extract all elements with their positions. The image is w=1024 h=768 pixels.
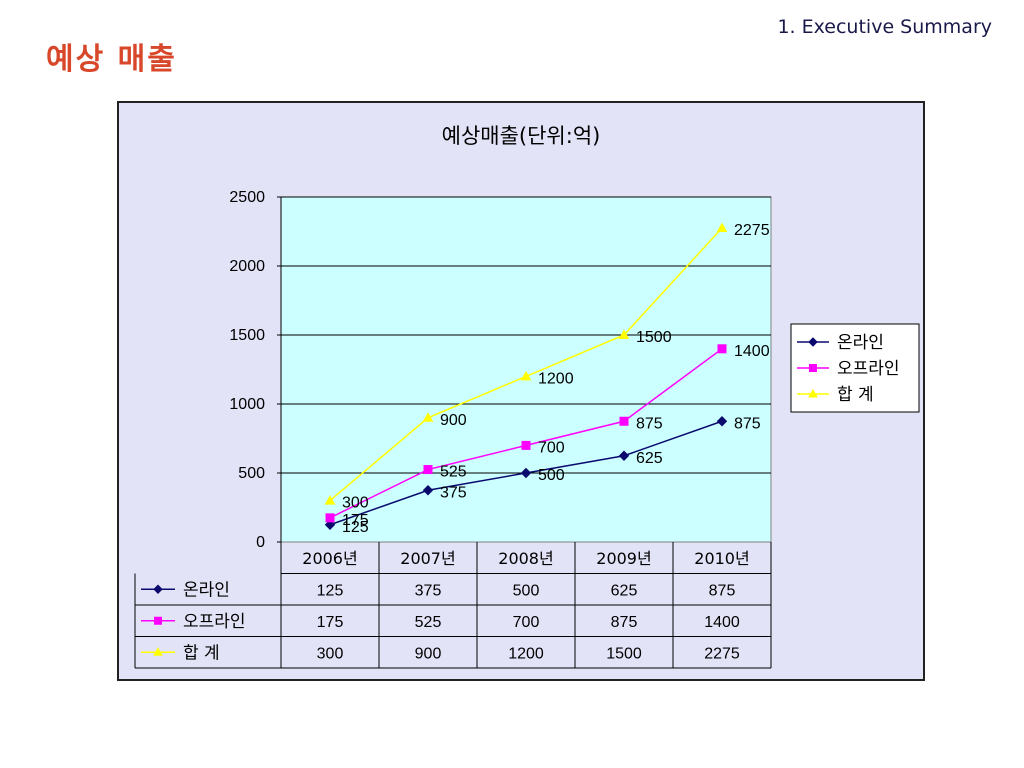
- table-series-name: 합 계: [183, 643, 220, 663]
- table-series-name: 온라인: [183, 580, 230, 600]
- data-label: 1200: [538, 370, 574, 387]
- table-cell: 700: [513, 614, 540, 631]
- y-tick-label: 1000: [229, 396, 265, 413]
- table-legend-marker: [153, 584, 163, 594]
- data-label: 1500: [636, 329, 672, 346]
- table-cell: 900: [415, 645, 442, 662]
- table-legend-marker: [153, 647, 163, 656]
- legend-label: 합 계: [837, 385, 874, 405]
- data-point: [520, 467, 532, 479]
- table-cell: 375: [415, 582, 442, 599]
- data-point: [618, 329, 630, 339]
- data-point: [324, 519, 336, 530]
- data-label: 525: [440, 464, 467, 481]
- data-point: [520, 370, 532, 381]
- x-tick-label: 2006년: [302, 549, 357, 568]
- y-tick-label: 1500: [229, 327, 265, 344]
- section-label: 1. Executive Summary: [777, 16, 992, 38]
- data-point: [618, 450, 630, 461]
- legend-label: 온라인: [837, 333, 884, 353]
- y-tick-label: 500: [238, 465, 265, 482]
- plot-area: [280, 196, 772, 543]
- chart-frame: 예상매출(단위:억) 0 500 1000 1500 2000 2500 125 375 500 6…: [117, 101, 925, 681]
- data-label: 125: [342, 519, 369, 536]
- table-cell: 300: [317, 645, 344, 662]
- data-point: [716, 416, 728, 427]
- line-chart: 예상매출(단위:억) 0 500 1000 1500 2000 2500 125 375 500 6…: [134, 124, 920, 669]
- table-cell: 525: [415, 614, 442, 631]
- data-label: 875: [734, 415, 761, 432]
- table-cell: 1400: [704, 614, 740, 631]
- y-tick-label: 0: [256, 534, 265, 551]
- legend-marker: [808, 388, 818, 398]
- table-cell: 875: [611, 614, 638, 631]
- table-cell: 1200: [508, 645, 544, 662]
- data-point: [324, 495, 336, 505]
- data-point: [423, 465, 433, 475]
- legend-label: 오프라인: [837, 359, 900, 379]
- data-point: [717, 344, 727, 354]
- legend-marker: [808, 337, 818, 347]
- table-cell: 875: [709, 582, 736, 599]
- data-point: [422, 485, 434, 496]
- data-label: 175: [342, 512, 369, 529]
- data-point: [716, 222, 728, 233]
- data-point: [619, 416, 629, 426]
- table-series-name: 오프라인: [183, 612, 246, 632]
- table-cell: 125: [317, 582, 344, 599]
- table-cell: 175: [317, 614, 344, 631]
- data-point: [422, 412, 434, 422]
- data-point: [521, 440, 531, 450]
- page-title: 예상 매출: [46, 42, 177, 77]
- data-label: 625: [636, 450, 663, 467]
- y-tick-label: 2500: [229, 189, 265, 206]
- x-tick-label: 2009년: [596, 549, 651, 568]
- table-cell: 500: [513, 582, 540, 599]
- legend-marker: [809, 364, 817, 372]
- x-tick-label: 2010년: [694, 549, 749, 568]
- data-label: 875: [636, 415, 663, 432]
- table-cell: 2275: [704, 645, 740, 662]
- data-label: 375: [440, 484, 467, 501]
- y-tick-label: 2000: [229, 258, 265, 275]
- data-label: 2275: [734, 222, 770, 239]
- table-cell: 625: [611, 582, 638, 599]
- table-cell: 1500: [606, 645, 642, 662]
- data-point: [325, 513, 335, 523]
- x-tick-label: 2008년: [498, 549, 553, 568]
- x-tick-label: 2007년: [400, 549, 455, 568]
- data-label: 300: [342, 495, 369, 512]
- chart-title: 예상매출(단위:억): [442, 124, 601, 148]
- data-label: 900: [440, 412, 467, 429]
- data-label: 500: [538, 467, 565, 484]
- data-label: 700: [538, 439, 565, 456]
- data-label: 1400: [734, 343, 770, 360]
- table-legend-marker: [154, 616, 162, 625]
